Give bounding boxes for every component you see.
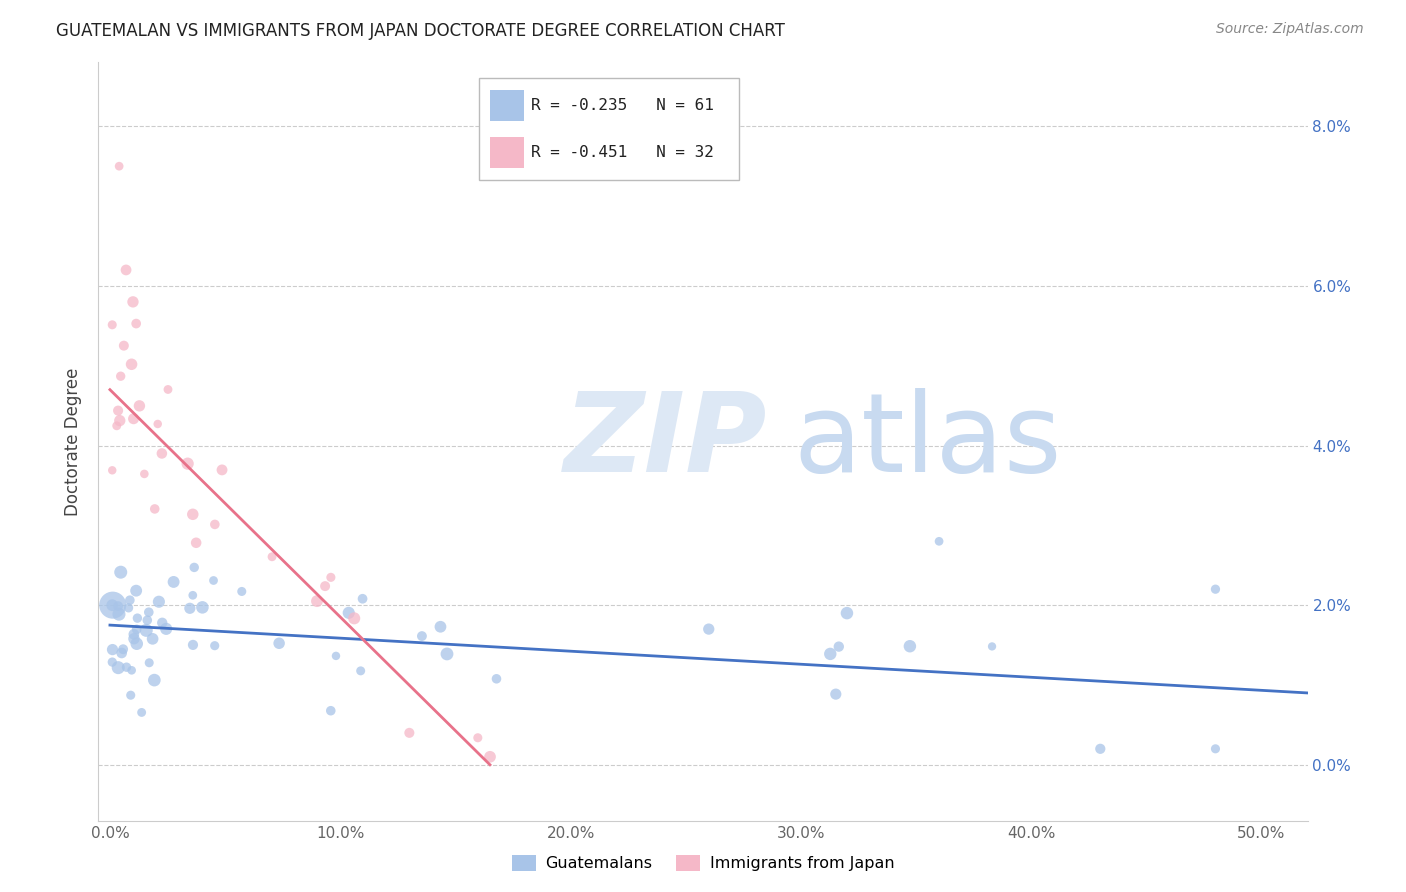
Point [191, 600, 214, 615]
Point [115, 263, 138, 277]
Point [101, 655, 124, 669]
Text: ZIP: ZIP [564, 388, 768, 495]
Point [697, 622, 720, 636]
Point [1204, 741, 1226, 756]
Point [125, 637, 148, 651]
Text: GUATEMALAN VS IMMIGRANTS FROM JAPAN DOCTORATE DEGREE CORRELATION CHART: GUATEMALAN VS IMMIGRANTS FROM JAPAN DOCT… [56, 22, 785, 40]
Point [305, 594, 328, 608]
Point [179, 601, 201, 615]
Point [125, 623, 148, 637]
Point [155, 622, 177, 636]
Point [981, 640, 1004, 654]
Point [108, 414, 131, 428]
Point [176, 457, 198, 471]
Point [101, 598, 124, 612]
Point [115, 660, 138, 674]
Point [162, 574, 184, 589]
Point [835, 606, 858, 620]
Point [269, 636, 291, 650]
Point [134, 467, 156, 481]
Point [146, 417, 169, 431]
Point [143, 502, 166, 516]
Point [107, 599, 129, 613]
Point [150, 446, 173, 460]
Point [136, 613, 159, 627]
Point [110, 369, 132, 384]
Point [107, 660, 129, 674]
Point [429, 620, 451, 634]
Point [352, 591, 374, 606]
Point [135, 624, 157, 638]
Point [117, 600, 139, 615]
Point [485, 672, 508, 686]
Point [181, 508, 204, 522]
Point [148, 595, 170, 609]
Point [398, 726, 420, 740]
Point [337, 606, 360, 620]
Point [138, 656, 160, 670]
Point [128, 399, 150, 413]
Point [181, 588, 204, 602]
Y-axis label: Doctorate Degree: Doctorate Degree [65, 368, 83, 516]
Point [260, 549, 283, 564]
Point [156, 383, 179, 397]
Point [122, 632, 145, 646]
Point [211, 463, 233, 477]
Point [122, 411, 145, 425]
Point [110, 565, 132, 579]
Point [125, 317, 148, 331]
Point [101, 598, 124, 612]
Point [118, 593, 141, 607]
Point [121, 663, 143, 677]
Point [898, 639, 921, 653]
Point [928, 534, 950, 549]
Point [828, 640, 851, 654]
Point [231, 584, 253, 599]
Point [1090, 741, 1112, 756]
Point [101, 318, 124, 332]
Point [1204, 582, 1226, 597]
Point [319, 570, 342, 584]
Point [325, 648, 347, 663]
Point [122, 294, 145, 309]
Point [479, 749, 502, 764]
Point [343, 611, 366, 625]
Point [108, 607, 131, 622]
Point [411, 629, 433, 643]
Point [142, 632, 165, 646]
Point [183, 560, 205, 574]
Point [125, 583, 148, 598]
Point [108, 159, 131, 173]
Point [204, 639, 226, 653]
Point [101, 463, 124, 477]
Point [824, 687, 846, 701]
Point [202, 574, 225, 588]
Point [150, 615, 173, 630]
Point [107, 403, 129, 417]
Point [319, 704, 342, 718]
Point [204, 517, 226, 532]
Point [820, 647, 842, 661]
Point [467, 731, 489, 745]
Point [127, 611, 149, 625]
Point [131, 706, 153, 720]
Point [186, 535, 208, 549]
Point [112, 642, 135, 657]
Point [143, 673, 166, 687]
Point [436, 647, 458, 661]
Point [101, 642, 124, 657]
Point [120, 688, 142, 702]
Text: atlas: atlas [793, 388, 1062, 495]
Point [112, 339, 135, 353]
Point [138, 605, 160, 619]
Point [314, 579, 336, 593]
Point [105, 418, 128, 433]
Point [350, 664, 373, 678]
Text: Source: ZipAtlas.com: Source: ZipAtlas.com [1216, 22, 1364, 37]
Point [122, 627, 145, 641]
Point [181, 638, 204, 652]
Point [121, 357, 143, 371]
Point [111, 646, 134, 660]
Legend: Guatemalans, Immigrants from Japan: Guatemalans, Immigrants from Japan [505, 848, 901, 878]
